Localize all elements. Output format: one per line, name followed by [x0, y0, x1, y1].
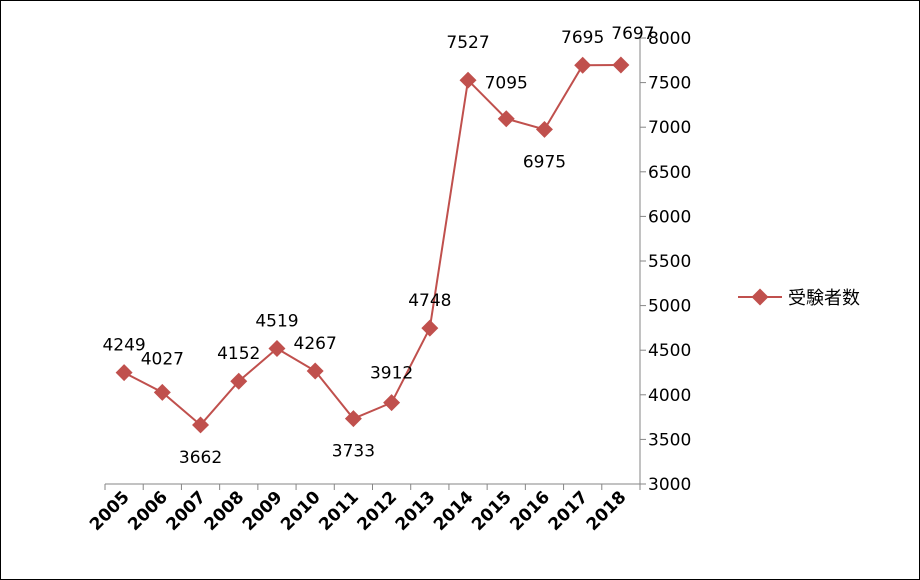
data-label: 4249 [102, 336, 145, 356]
legend-label: 受験者数 [788, 288, 860, 309]
x-tick-label: 2006 [124, 487, 172, 535]
data-point [421, 319, 439, 337]
data-label: 4748 [408, 291, 451, 311]
y-tick-label: 4000 [648, 386, 691, 406]
y-tick-label: 6000 [648, 207, 691, 227]
data-label: 7527 [446, 33, 489, 53]
x-tick-label: 2017 [545, 487, 593, 535]
data-label: 4152 [217, 344, 260, 364]
data-label: 4027 [141, 349, 184, 369]
data-point [306, 362, 324, 380]
data-point [192, 416, 210, 434]
x-tick-labels: 2005200620072008200920102011201220132014… [86, 487, 630, 535]
y-tick-label: 3500 [648, 430, 691, 450]
data-label: 7697 [611, 24, 654, 44]
data-label: 7095 [485, 74, 528, 94]
data-point [383, 394, 401, 412]
legend: 受験者数 [738, 288, 860, 309]
data-label: 4519 [255, 312, 298, 332]
y-tick-labels: 3000 3500 4000 4500 5000 5500 6000 6500 7000 7500… [648, 29, 691, 495]
data-label: 3733 [332, 442, 375, 462]
series-group [115, 56, 630, 434]
data-point [268, 340, 286, 357]
x-tick-label: 2016 [506, 487, 554, 535]
x-tick-label: 2010 [277, 487, 325, 535]
data-point [153, 383, 171, 401]
x-tick-label: 2005 [86, 487, 134, 535]
data-label: 3912 [370, 364, 413, 384]
data-point [344, 410, 362, 428]
data-point [497, 110, 515, 128]
data-point [574, 56, 592, 74]
y-tick-label: 5500 [648, 252, 691, 272]
data-point [535, 120, 553, 138]
x-tick-label: 2009 [239, 487, 287, 535]
x-tick-label: 2014 [430, 487, 478, 535]
data-point [612, 56, 630, 74]
y-tick-label: 5000 [648, 297, 691, 317]
x-tick-label: 2007 [162, 487, 210, 535]
x-tick-label: 2012 [354, 487, 402, 535]
data-point [230, 372, 248, 390]
x-tick-label: 2011 [315, 487, 363, 535]
y-tick-label: 3000 [648, 475, 691, 495]
y-tick-label: 6500 [648, 163, 691, 183]
y-tick-label: 7500 [648, 74, 691, 94]
y-tick-label: 4500 [648, 341, 691, 361]
x-tick-label: 2015 [468, 487, 516, 535]
data-point [115, 364, 133, 382]
data-label: 4267 [294, 334, 337, 354]
legend-marker [751, 288, 769, 306]
axes [104, 37, 646, 490]
y-tick-label: 8000 [648, 29, 691, 49]
x-tick-label: 2008 [201, 487, 249, 535]
data-label: 6975 [523, 152, 566, 172]
x-tick-label: 2013 [392, 487, 440, 535]
x-tick-label: 2018 [583, 487, 631, 535]
data-point [459, 71, 477, 89]
y-tick-label: 7000 [648, 118, 691, 138]
data-label: 7695 [561, 28, 604, 48]
data-label: 3662 [179, 448, 222, 468]
